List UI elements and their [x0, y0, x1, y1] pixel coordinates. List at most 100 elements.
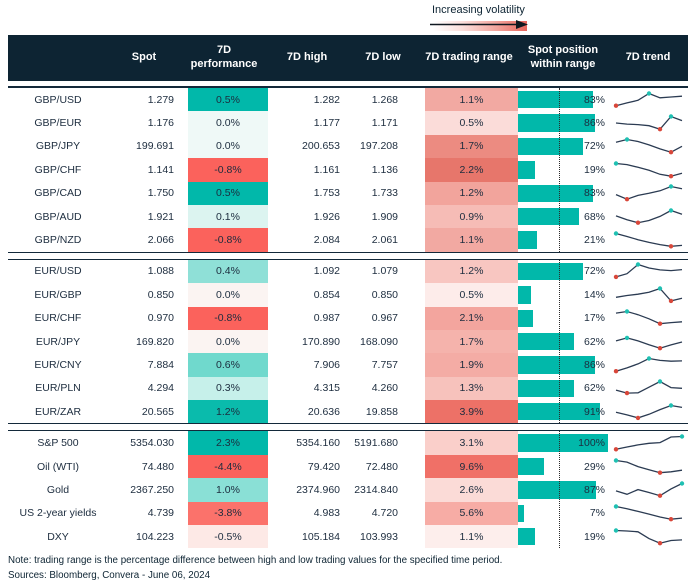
- spot-position-cell: 7%: [518, 502, 608, 525]
- position-percent-label: 72%: [583, 265, 605, 278]
- spot-value: 4.739: [147, 507, 174, 520]
- low-value: 5191.680: [354, 437, 398, 450]
- low-value: 168.090: [360, 335, 398, 348]
- trading-range-cell: 1.2%: [425, 259, 518, 284]
- sparkline-max-dot: [635, 262, 641, 268]
- performance-cell: 0.3%: [188, 376, 268, 401]
- header-7d-trading-range: 7D trading range: [425, 51, 513, 64]
- sparkline-max-dot: [613, 528, 619, 533]
- spot-position-cell: 87%: [518, 478, 608, 501]
- spot-value: 5354.030: [130, 437, 174, 450]
- asset-label: DXY: [47, 530, 69, 543]
- high-value: 2.084: [313, 234, 340, 247]
- sparkline-max-dot: [668, 207, 674, 213]
- trend-cell: [608, 88, 688, 111]
- sparkline-min-dot: [657, 345, 663, 350]
- table-row: EUR/ZAR 20.565 1.2% 20.636 19.858 3.9% 91%: [8, 400, 688, 424]
- trading-range-cell: 9.6%: [425, 454, 518, 479]
- sparkline-max-dot: [679, 481, 685, 486]
- performance-cell: -0.8%: [188, 228, 268, 252]
- sparkline-min-dot: [668, 150, 674, 155]
- sparkline-max-dot: [624, 137, 630, 143]
- table-row: EUR/CHF 0.970 -0.8% 0.987 0.967 2.1% 17%: [8, 306, 688, 330]
- high-value: 20.636: [307, 405, 340, 418]
- performance-cell: -3.8%: [188, 501, 268, 526]
- sparkline-chart: [615, 184, 683, 202]
- sparkline-chart: [613, 90, 683, 108]
- spot-value: 1.750: [147, 187, 174, 200]
- header-7d-low: 7D low: [365, 51, 401, 64]
- section-divider: [8, 423, 688, 432]
- performance-cell: 2.3%: [188, 431, 268, 455]
- position-percent-label: 68%: [583, 210, 605, 223]
- spot-position-cell: 100%: [518, 431, 608, 454]
- sparkline-max-dot: [624, 309, 630, 314]
- high-value: 1.092: [313, 265, 340, 278]
- performance-cell: 1.0%: [188, 478, 268, 502]
- performance-cell: -0.8%: [188, 306, 268, 330]
- table-row: Gold 2367.250 1.0% 2374.960 2314.840 2.6% 87%: [8, 478, 688, 502]
- trend-cell: [608, 182, 688, 205]
- sparkline-max-dot: [646, 356, 652, 361]
- sparkline-chart: [615, 379, 683, 396]
- asset-label: GBP/CAD: [34, 187, 82, 200]
- position-percent-label: 91%: [583, 405, 605, 418]
- table-row: Oil (WTI) 74.480 -4.4% 79.420 72.480 9.6% 29%: [8, 454, 688, 479]
- asset-label: EUR/CHF: [34, 312, 82, 325]
- header-7d-trend: 7D trend: [625, 51, 671, 64]
- right-arrow-icon: [430, 20, 528, 29]
- table-row: GBP/CHF 1.141 -0.8% 1.161 1.136 2.2% 19%: [8, 158, 688, 182]
- sparkline-min-dot: [668, 173, 674, 179]
- performance-cell: 1.2%: [188, 400, 268, 424]
- position-percent-label: 62%: [583, 382, 605, 395]
- performance-cell: 0.0%: [188, 283, 268, 307]
- trend-cell: [608, 158, 688, 181]
- asset-label: Oil (WTI): [37, 460, 79, 473]
- performance-cell: -0.5%: [188, 525, 268, 549]
- trading-range-cell: 0.5%: [425, 111, 518, 135]
- table-row: GBP/JPY 199.691 0.0% 200.653 197.208 1.7% 72%: [8, 134, 688, 159]
- position-percent-label: 21%: [583, 234, 605, 247]
- asset-label: GBP/NZD: [34, 234, 82, 247]
- performance-cell: 0.0%: [188, 134, 268, 159]
- sparkline-chart: [613, 457, 683, 475]
- volatility-arrow-icon: [430, 19, 530, 32]
- sparkline-max-dot: [613, 231, 619, 236]
- low-value: 72.480: [365, 460, 398, 473]
- asset-label: EUR/PLN: [35, 382, 81, 395]
- performance-cell: 0.0%: [188, 111, 268, 135]
- low-value: 1.171: [371, 117, 398, 130]
- trading-range-cell: 1.1%: [425, 88, 518, 112]
- position-percent-label: 14%: [583, 288, 605, 301]
- position-bar: [518, 481, 597, 499]
- trading-range-cell: 3.9%: [425, 400, 518, 424]
- sparkline-max-dot: [668, 184, 674, 189]
- low-value: 1.136: [371, 163, 398, 176]
- spot-value: 0.850: [147, 288, 174, 301]
- low-value: 0.850: [371, 288, 398, 301]
- low-value: 1.268: [371, 93, 398, 106]
- header-spot: Spot: [131, 51, 157, 64]
- header-7d-high: 7D high: [286, 51, 328, 64]
- performance-cell: 0.5%: [188, 181, 268, 205]
- trading-range-cell: 1.1%: [425, 525, 518, 549]
- spot-position-cell: 17%: [518, 307, 608, 330]
- sparkline-chart: [613, 262, 683, 280]
- spot-value: 2.066: [147, 234, 174, 247]
- low-value: 103.993: [360, 530, 398, 543]
- sparkline-min-dot: [624, 197, 630, 202]
- sparkline-min-dot: [657, 127, 663, 132]
- table-row: GBP/USD 1.279 0.5% 1.282 1.268 1.1% 83%: [8, 88, 688, 112]
- spot-value: 2367.250: [130, 483, 174, 496]
- footer: Note: trading range is the percentage di…: [8, 554, 688, 582]
- performance-cell: 0.0%: [188, 329, 268, 354]
- sparkline-chart: [613, 504, 683, 522]
- position-percent-label: 19%: [583, 163, 605, 176]
- asset-label: US 2-year yields: [19, 507, 97, 520]
- sparkline-min-dot: [657, 493, 663, 498]
- position-percent-label: 87%: [583, 483, 605, 496]
- spot-value: 0.970: [147, 312, 174, 325]
- spot-position-cell: 86%: [518, 111, 608, 134]
- low-value: 197.208: [360, 140, 398, 153]
